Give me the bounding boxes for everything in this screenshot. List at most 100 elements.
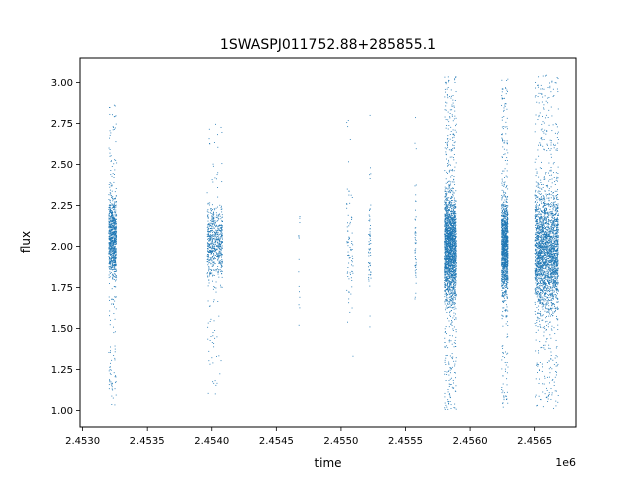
data-point [450,281,452,283]
data-point [448,254,450,256]
data-point [445,273,446,275]
data-point [111,395,113,397]
data-point [414,227,416,229]
data-point [447,290,449,292]
data-point [351,260,353,261]
data-point [298,324,300,326]
data-point [110,223,112,225]
data-point [221,253,222,255]
data-point [213,218,215,220]
data-point [451,219,453,221]
data-point [108,239,110,241]
data-point [507,213,508,215]
data-point [507,229,508,231]
data-point [207,243,209,244]
data-point [447,206,449,208]
data-point [446,199,448,201]
data-point [455,256,457,258]
data-point [454,244,456,246]
data-point [113,234,115,236]
data-point [453,277,455,279]
data-point [454,235,456,237]
data-point [208,224,210,226]
data-point [213,269,215,271]
data-point [109,194,111,196]
data-point [444,200,446,202]
data-point [414,252,416,254]
data-point [113,332,115,334]
data-point [455,242,457,244]
data-point [218,269,220,271]
data-point [503,256,505,257]
data-point [446,237,448,239]
data-point [349,139,351,140]
data-point [452,217,454,219]
data-point [452,273,454,275]
data-point [453,259,455,261]
data-point [507,250,509,252]
data-point [451,259,453,261]
data-point [216,336,218,338]
data-point [214,330,216,331]
data-point [220,242,222,244]
data-point [446,88,448,90]
data-point [450,263,452,265]
data-point [112,227,114,228]
data-point [506,126,508,128]
data-point [445,280,447,282]
data-point [113,255,115,256]
data-point [448,255,450,257]
data-point [444,268,446,270]
data-point [109,224,111,226]
data-point [501,296,503,297]
data-point [370,255,372,256]
data-point [501,238,503,240]
data-point [454,227,456,229]
data-point [348,236,350,238]
data-point [449,245,451,247]
data-point [109,352,111,354]
data-point [504,235,505,237]
data-point [450,216,451,218]
data-point [502,403,504,405]
data-point [210,226,212,228]
data-point [444,268,446,270]
data-point [449,268,451,270]
data-point [450,241,452,243]
data-point [504,181,506,183]
data-point [502,235,504,237]
data-point [451,232,452,234]
data-point [507,246,509,248]
data-point [110,242,112,244]
data-point [502,278,504,280]
data-point [501,157,503,158]
data-point [350,277,352,279]
data-point [501,182,503,184]
data-point [114,251,116,253]
data-point [446,254,448,256]
data-point [447,230,449,232]
data-point [209,260,211,262]
data-point [214,250,216,252]
data-point [445,202,447,204]
data-point [206,242,208,244]
data-point [502,146,504,148]
data-point [454,226,456,228]
data-point [109,248,111,250]
data-point [454,274,456,275]
data-point [449,281,451,283]
data-point [501,197,503,199]
data-point [505,208,507,210]
data-point [453,257,455,259]
data-point [446,217,447,219]
data-point [452,268,454,270]
data-point [444,220,446,222]
data-point [221,262,223,264]
data-point [113,233,115,235]
data-point [110,155,112,157]
data-point [449,190,451,192]
data-point [445,278,447,280]
data-point [212,262,214,264]
data-point [221,216,223,218]
data-point [453,230,455,232]
